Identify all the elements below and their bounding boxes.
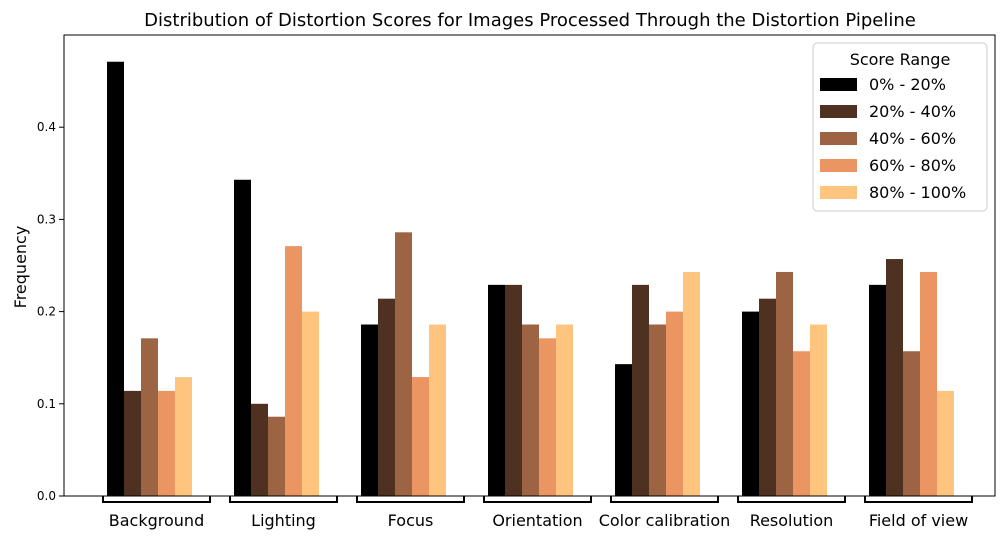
- bar: [683, 271, 700, 496]
- x-category-bracket: [864, 496, 973, 503]
- bar: [810, 324, 827, 496]
- x-tick-label: Focus: [388, 511, 434, 530]
- legend-swatch: [820, 186, 857, 199]
- bar: [742, 311, 759, 496]
- bar: [429, 324, 446, 496]
- bar: [793, 351, 810, 496]
- bar: [285, 246, 302, 496]
- bar: [776, 271, 793, 496]
- bar: [649, 324, 666, 496]
- x-tick-label: Field of view: [869, 511, 968, 530]
- x-category-bracket: [102, 496, 211, 503]
- bar: [395, 232, 412, 497]
- bar: [920, 271, 937, 496]
- bar: [886, 259, 903, 496]
- y-tick-label: 0.2: [37, 305, 56, 319]
- legend-swatch: [820, 78, 857, 91]
- bar: [522, 324, 539, 496]
- y-axis: 0.0 0.1 0.2 0.3 0.4: [37, 120, 64, 503]
- x-category-bracket: [610, 496, 719, 503]
- bar: [759, 298, 776, 496]
- bar: [124, 390, 141, 496]
- x-category-bracket: [356, 496, 465, 503]
- bar: [903, 351, 920, 496]
- bar: [539, 338, 556, 496]
- bar: [556, 324, 573, 496]
- bar: [158, 390, 175, 496]
- bar: [488, 284, 505, 496]
- bar: [505, 284, 522, 496]
- bar: [302, 311, 319, 496]
- bar: [361, 324, 378, 496]
- bar: [937, 390, 954, 496]
- legend-label: 0% - 20%: [869, 75, 946, 94]
- y-tick-label: 0.4: [37, 120, 56, 134]
- legend-title: Score Range: [850, 50, 951, 69]
- x-category-bracket: [483, 496, 592, 503]
- bars-group: [107, 61, 954, 497]
- bar: [268, 416, 285, 496]
- bar: [107, 61, 124, 496]
- bar: [378, 298, 395, 496]
- bar: [141, 338, 158, 496]
- bar: [412, 377, 429, 496]
- bar: [234, 179, 251, 496]
- x-tick-label: Resolution: [750, 511, 834, 530]
- bar: [632, 284, 649, 496]
- chart-title: Distribution of Distortion Scores for Im…: [144, 10, 916, 31]
- x-tick-label: Color calibration: [599, 511, 731, 530]
- bar: [251, 403, 268, 496]
- plot-frame: [63, 34, 996, 497]
- legend-label: 20% - 40%: [869, 102, 956, 121]
- bar: [666, 311, 683, 496]
- bar: [615, 364, 632, 496]
- legend-label: 80% - 100%: [869, 183, 966, 202]
- y-tick-label: 0.0: [37, 489, 56, 503]
- legend: Score Range 0% - 20% 20% - 40% 40% - 60% 60%…: [812, 42, 988, 212]
- x-category-bracket: [737, 496, 846, 503]
- y-axis-label: Frequency: [11, 226, 30, 309]
- legend-swatch: [820, 105, 857, 118]
- x-category-bracket: [229, 496, 338, 503]
- legend-label: 60% - 80%: [869, 156, 956, 175]
- legend-swatch: [820, 159, 857, 172]
- legend-label: 40% - 60%: [869, 129, 956, 148]
- y-tick-label: 0.3: [37, 212, 56, 226]
- legend-swatch: [820, 132, 857, 145]
- bar: [175, 377, 192, 496]
- x-tick-label: Background: [109, 511, 204, 530]
- bar: [869, 284, 886, 496]
- x-tick-label: Orientation: [492, 511, 582, 530]
- x-tick-label: Lighting: [251, 511, 316, 530]
- x-axis: Background Lighting Focus Orientation Color …: [102, 496, 973, 530]
- y-tick-label: 0.1: [37, 397, 56, 411]
